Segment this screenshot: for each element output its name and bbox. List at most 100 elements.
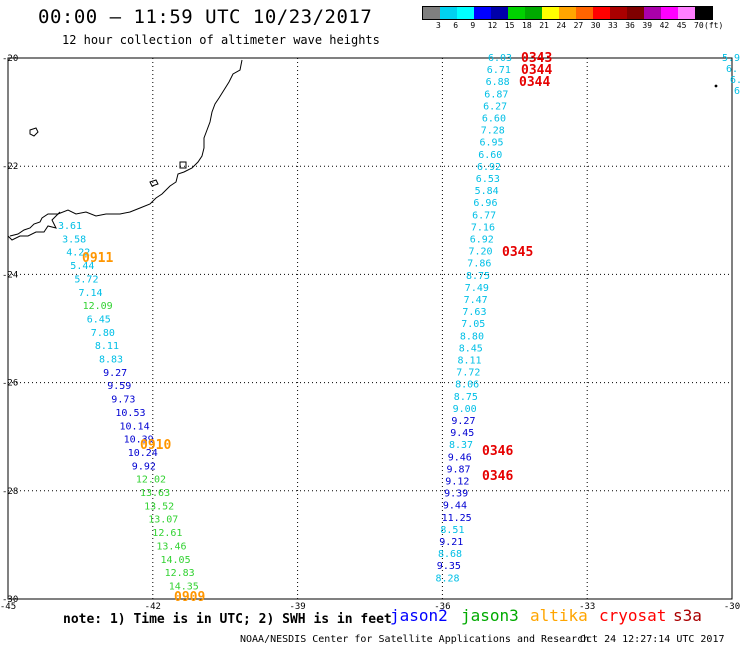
coastline [9, 59, 243, 237]
swh-reading: 5.44 [70, 261, 94, 272]
swh-reading: 6.88 [486, 77, 510, 88]
swh-reading: 7.47 [464, 295, 488, 306]
swh-reading: 12.09 [83, 301, 113, 312]
swh-reading: 7.80 [91, 328, 115, 339]
swh-reading: 7.28 [481, 126, 505, 137]
lon-label: -36 [434, 602, 450, 612]
swh-reading: 10.24 [128, 448, 158, 459]
swh-reading: 8.28 [436, 573, 460, 584]
swh-reading: 8.45 [459, 343, 483, 354]
swh-reading: 8.11 [458, 356, 482, 367]
altimeter-tracks: 3.61 3.58 4.22 5.44 5.72 7.14 12.09 6.45 7.80 8.1… [58, 53, 740, 593]
swh-reading: 6.27 [483, 101, 507, 112]
swh-reading: 13.52 [144, 501, 174, 512]
colorbar-swatch [661, 7, 678, 19]
swh-reading: 6.60 [478, 150, 502, 161]
swh-reading: 12.83 [165, 568, 195, 579]
axis-labels: -20-22-24-26-28-30-45 -42 -39 -36 -33 -30 [0, 54, 740, 612]
legend-jason2: jason2 [390, 606, 448, 625]
swh-reading: 9.27 [103, 368, 127, 379]
swh-reading: 6.92 [477, 162, 501, 173]
swh-reading: 6.95 [480, 138, 504, 149]
swh-reading: 6.45 [87, 314, 111, 325]
lon-label: -33 [579, 602, 595, 612]
swh-reading: 6.71 [487, 65, 511, 76]
coastline-bay [7, 211, 61, 241]
colorbar-label: 39 [642, 21, 653, 30]
swh-reading: 6.03 [488, 53, 512, 64]
lon-label: -45 [0, 602, 16, 612]
lon-label: -42 [145, 602, 161, 612]
swh-reading: 8.11 [95, 341, 119, 352]
swh-reading: 6.96 [473, 198, 497, 209]
pass-time-label: 0345 [502, 245, 533, 260]
colorbar-label: 3 [436, 21, 441, 30]
colorbar-swatch [678, 7, 695, 19]
swh-reading: 6 [734, 86, 740, 97]
colorbar-swatch [644, 7, 661, 19]
colorbar-swatch [542, 7, 559, 19]
colorbar-swatch [457, 7, 474, 19]
swh-reading: 7.05 [461, 319, 485, 330]
colorbar-swatch [695, 7, 712, 19]
colorbar-swatch [423, 7, 440, 19]
swh-reading: 7.72 [456, 368, 480, 379]
generated-timestamp: Oct 24 12:27:14 UTC 2017 [580, 634, 725, 645]
swh-reading: 9.21 [439, 537, 463, 548]
swh-reading: 9.45 [450, 428, 474, 439]
colorbar-label: 70 [694, 21, 704, 30]
swh-reading: 7.49 [465, 283, 489, 294]
island-small [179, 161, 187, 169]
swh-reading: 6.87 [484, 89, 508, 100]
lon-label: -30 [724, 602, 740, 612]
swh-reading: 8.75 [466, 271, 490, 282]
colorbar-swatch [440, 7, 457, 19]
swh-reading: 9.87 [447, 464, 471, 475]
legend-altika: altika [530, 606, 588, 625]
lat-label: -26 [2, 379, 18, 389]
swh-reading: 8.80 [460, 331, 484, 342]
swh-reading: 6. [730, 75, 740, 86]
colorbar-swatch [474, 7, 491, 19]
legend-jason3: jason3 [461, 606, 519, 625]
pass-time-label: 0343 [521, 51, 552, 66]
colorbar-label: 18 [522, 21, 532, 30]
map-frame [7, 57, 733, 600]
colorbar-swatch [525, 7, 542, 19]
swh-reading: 9.00 [453, 404, 477, 415]
swh-reading: 8.68 [438, 549, 462, 560]
swh-reading: 14.35 [169, 582, 199, 593]
swh-reading: 14.05 [161, 555, 191, 566]
colorbar-swatch [610, 7, 627, 19]
map-title: 00:00 – 11:59 UTC 10/23/2017 [38, 6, 373, 28]
units-note: note: 1) Time is in UTC; 2) SWH is in fe… [63, 612, 392, 627]
swh-reading: 7.63 [462, 307, 486, 318]
colorbar-swatch [576, 7, 593, 19]
pass-time-label: 0909 [174, 590, 205, 605]
swh-reading: 4.22 [66, 248, 90, 259]
swh-reading: 8.83 [99, 355, 123, 366]
swh-reading: 6.53 [476, 174, 500, 185]
swh-reading: 3.61 [58, 221, 82, 232]
swh-reading: 8.06 [455, 380, 479, 391]
swh-reading: 9.44 [443, 501, 467, 512]
colorbar-swatch [627, 7, 644, 19]
legend-cryosat: cryosat [599, 606, 667, 625]
swh-reading: 13.07 [148, 515, 178, 526]
swh-reading: 13.63 [140, 488, 170, 499]
colorbar-label: 15 [504, 21, 515, 30]
legend-s3a: s3a [673, 606, 702, 625]
pass-time-label: 0911 [82, 251, 113, 266]
colorbar-swatch [508, 7, 525, 19]
colorbar-label: 27 [573, 21, 584, 30]
swh-reading: 10.14 [120, 421, 150, 432]
swh-reading: 8.37 [449, 440, 473, 451]
swh-reading: 9.73 [111, 395, 135, 406]
swh-reading: 6.92 [470, 235, 494, 246]
colorbar-label: 6 [453, 21, 459, 30]
swh-reading: 7.20 [469, 247, 493, 258]
swh-reading: 9.12 [445, 477, 469, 488]
lat-label: -28 [2, 487, 18, 497]
